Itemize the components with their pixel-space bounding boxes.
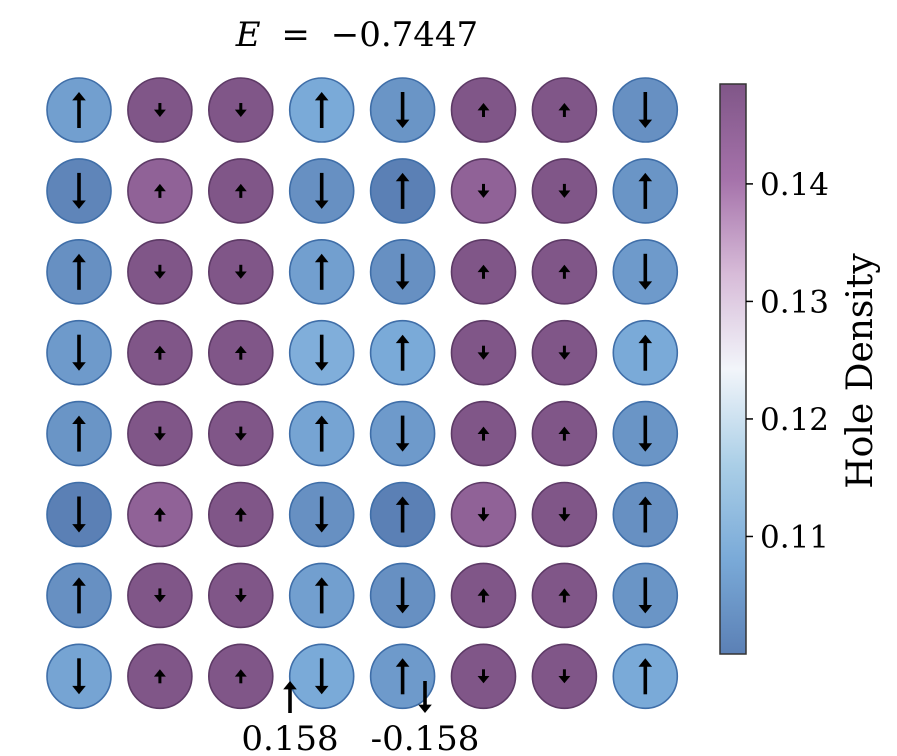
spin-arrow xyxy=(234,507,247,522)
spin-arrow xyxy=(153,507,166,522)
spin-arrow xyxy=(395,92,410,128)
spin-arrow xyxy=(477,264,490,279)
legend-label-up: 0.158 xyxy=(241,719,338,756)
spin-arrow xyxy=(234,588,247,603)
spin-arrow xyxy=(477,103,490,117)
spin-arrow xyxy=(72,658,86,695)
legend-label-down: -0.158 xyxy=(371,719,480,756)
spin-arrow xyxy=(558,588,571,603)
spin-arrow xyxy=(558,103,571,117)
spin-arrow xyxy=(72,577,86,614)
spin-arrow xyxy=(153,345,166,360)
spin-arrow xyxy=(72,92,86,128)
spin-arrow xyxy=(314,334,329,371)
spin-arrow xyxy=(477,183,490,198)
spin-arrow xyxy=(395,496,410,533)
spin-arrow xyxy=(314,172,329,209)
spin-arrow xyxy=(638,577,653,614)
spin-arrow xyxy=(558,507,571,522)
spin-arrow xyxy=(72,415,86,452)
spin-arrow xyxy=(558,264,571,279)
spin-arrow xyxy=(477,426,490,441)
spin-arrow xyxy=(153,264,166,279)
spin-arrow xyxy=(638,172,653,209)
spin-arrow xyxy=(558,426,571,441)
spin-arrow xyxy=(638,658,653,695)
spin-arrow xyxy=(234,345,247,360)
spin-arrow xyxy=(153,588,166,603)
spin-arrow xyxy=(314,496,329,533)
spin-arrow xyxy=(234,669,247,684)
spin-arrow xyxy=(477,669,490,684)
spin-arrow xyxy=(314,92,329,128)
spin-arrow xyxy=(638,253,653,290)
spin-arrow xyxy=(314,658,329,695)
spin-arrow xyxy=(395,415,410,452)
spin-arrow xyxy=(638,415,653,452)
spin-arrow xyxy=(395,577,410,614)
colorbar-tick-label: 0.14 xyxy=(760,167,829,203)
spin-arrow xyxy=(234,183,247,198)
spin-arrow xyxy=(314,415,329,452)
spin-arrow xyxy=(477,588,490,603)
spin-arrow xyxy=(314,253,329,290)
spin-arrow xyxy=(72,334,86,371)
site-grid xyxy=(46,77,679,710)
legend-arrow-down xyxy=(418,681,432,713)
spin-arrow xyxy=(72,172,86,209)
spin-arrow xyxy=(558,183,571,198)
spin-arrow xyxy=(153,103,166,117)
spin-arrow xyxy=(395,658,410,695)
spin-arrow xyxy=(558,669,571,684)
colorbar-tick-label: 0.11 xyxy=(760,519,829,555)
chart-title: E = −0.7447 xyxy=(235,15,478,55)
colorbar xyxy=(719,83,747,655)
spin-arrow xyxy=(638,92,653,128)
spin-arrow xyxy=(395,253,410,290)
spin-arrow xyxy=(638,496,653,533)
spin-arrow xyxy=(153,669,166,684)
colorbar-tick-label: 0.12 xyxy=(760,402,829,438)
spin-arrow xyxy=(314,577,329,614)
spin-arrow xyxy=(234,103,247,117)
spin-arrow xyxy=(72,496,86,533)
spin-arrow xyxy=(477,345,490,360)
spin-arrow xyxy=(395,172,410,209)
spin-arrow xyxy=(234,426,247,441)
colorbar-label: Hole Density xyxy=(840,253,881,489)
colorbar-ticks: 0.11 0.12 0.13 0.14 xyxy=(746,167,829,555)
colorbar-tick-label: 0.13 xyxy=(760,284,829,320)
spin-legend: 0.158 -0.158 xyxy=(241,681,479,756)
spin-arrow xyxy=(477,507,490,522)
spin-arrow xyxy=(395,334,410,371)
legend-arrow-up xyxy=(283,681,297,713)
spin-arrow xyxy=(153,183,166,198)
spin-arrow xyxy=(153,426,166,441)
spin-arrow xyxy=(558,345,571,360)
spin-arrow xyxy=(234,264,247,279)
spin-arrow xyxy=(72,253,86,290)
spin-arrow xyxy=(638,334,653,371)
